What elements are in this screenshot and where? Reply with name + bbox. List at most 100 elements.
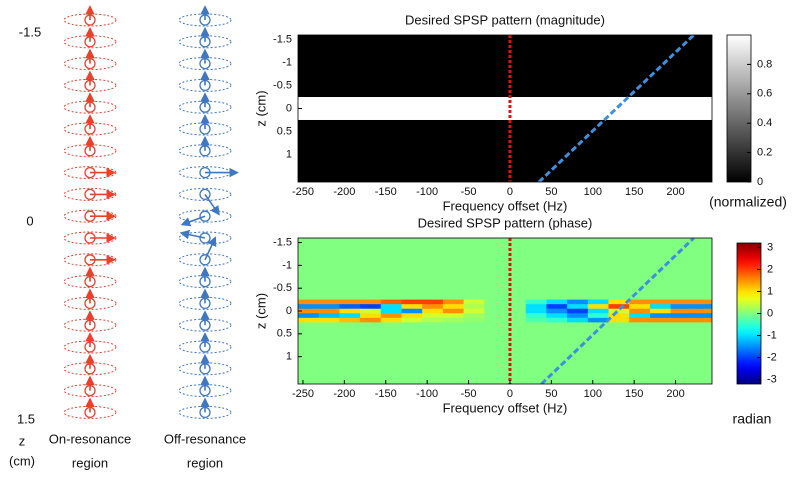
- y-tick-label: -1.5: [273, 34, 292, 46]
- heatmap-cell: [587, 313, 609, 319]
- magnetization: [180, 215, 206, 227]
- colorbar-tick-label: 1: [767, 285, 773, 297]
- heatmap-cell: [442, 238, 465, 300]
- heatmap-cell: [463, 322, 485, 384]
- heatmap-cell: [463, 299, 485, 305]
- heatmap-cell: [505, 238, 527, 300]
- x-tick-label: 200: [666, 388, 684, 400]
- overlay-line: [540, 238, 695, 384]
- heatmap-cell: [649, 299, 672, 305]
- colorbar-tick-label: 0.4: [757, 117, 772, 129]
- heatmap-cell: [442, 317, 465, 323]
- column-label: On-resonance: [49, 431, 131, 446]
- heatmap-cell: [484, 322, 506, 384]
- y-tick-label: -0.5: [273, 282, 292, 294]
- precession-path: [178, 209, 232, 223]
- heatmap-cell: [525, 304, 547, 310]
- colorbar-tick-label: 0: [767, 307, 773, 319]
- y-tick-label: 1: [286, 148, 292, 160]
- heatmap-cell: [608, 308, 630, 314]
- heatmap-cell: [629, 299, 651, 305]
- heatmap-cell: [546, 313, 568, 319]
- x-axis-label: Frequency offset (Hz): [443, 198, 568, 213]
- z-unit: (cm): [9, 453, 35, 468]
- heatmap-cell: [691, 317, 712, 323]
- heatmap-cell: [401, 322, 423, 384]
- heatmap-cell: [298, 317, 320, 323]
- heatmap-cell: [546, 308, 568, 314]
- precession-path: [178, 340, 232, 354]
- spin: [199, 254, 211, 266]
- y-tick-label: 0: [286, 305, 292, 317]
- precession-path: [63, 187, 117, 201]
- heatmap-cell: [629, 304, 651, 310]
- heatmap-cell: [442, 308, 465, 314]
- y-tick-label: 0: [286, 102, 292, 114]
- heatmap-cell: [546, 238, 568, 300]
- heatmap-cell: [422, 299, 444, 305]
- spin-diagram: -1.5 0 1.5 z (cm) On-resonance region Of…: [9, 5, 246, 470]
- heatmap-cell: [691, 304, 712, 310]
- y-axis-label: z (cm): [253, 293, 268, 329]
- z-mid: 0: [26, 213, 33, 228]
- y-axis-label: z (cm): [253, 90, 268, 126]
- magnetization: [204, 236, 217, 261]
- heatmap-cell: [525, 238, 547, 300]
- colorbar-tick-label: 2: [767, 263, 773, 275]
- heatmap-cell: [629, 313, 651, 319]
- heatmap-cell: [505, 308, 527, 314]
- x-axis-label: Frequency offset (Hz): [443, 400, 568, 415]
- precession-path: [178, 13, 232, 27]
- precession-path: [63, 231, 117, 245]
- x-tick-label: -150: [375, 186, 397, 198]
- precession-path: [63, 144, 117, 158]
- heatmap-cell: [298, 304, 320, 310]
- x-tick-label: -50: [461, 388, 477, 400]
- spin: [199, 210, 211, 222]
- heatmap: [298, 238, 712, 384]
- heatmap-cell: [422, 322, 444, 384]
- heatmap-cell: [567, 317, 589, 323]
- column-label: region: [187, 455, 223, 470]
- heatmap-cell: [360, 304, 382, 310]
- heatmap-cell: [298, 313, 320, 319]
- precession-path: [63, 57, 117, 71]
- y-tick-label: 0.5: [277, 125, 292, 137]
- heatmap-cell: [525, 308, 547, 314]
- heatmap-cell: [649, 322, 672, 384]
- heatmap-cell: [649, 313, 672, 319]
- heatmap-cell: [339, 313, 361, 319]
- heatmap-cell: [670, 317, 692, 323]
- heatmap-cell: [587, 308, 609, 314]
- heatmap-cell: [463, 317, 485, 323]
- heatmap-cell: [401, 313, 423, 319]
- heatmap-cell: [567, 238, 589, 300]
- heatmap-cell: [401, 304, 423, 310]
- heatmap-cell: [360, 317, 382, 323]
- heatmap-cell: [629, 238, 651, 300]
- colorbar-tick-label: 0: [757, 176, 763, 188]
- heatmap-cell: [484, 238, 506, 300]
- heatmap-cell: [339, 308, 361, 314]
- heatmap-cell: [670, 308, 692, 314]
- heatmap-cell: [339, 299, 361, 305]
- colorbar-tick-label: -2: [767, 351, 777, 363]
- y-tick-label: -1.5: [273, 236, 292, 248]
- y-tick-label: -1: [282, 56, 292, 68]
- heatmap-cell: [318, 322, 340, 384]
- x-tick-label: -50: [461, 186, 477, 198]
- x-tick-label: 100: [584, 186, 602, 198]
- x-tick-label: 200: [666, 186, 684, 198]
- precession-path: [63, 100, 117, 114]
- heatmap-cell: [649, 304, 672, 310]
- precession-path: [178, 122, 232, 136]
- precession-path: [178, 275, 232, 289]
- x-tick-label: -150: [375, 388, 397, 400]
- colorbar-label: radian: [733, 411, 772, 427]
- x-tick-label: 150: [625, 186, 643, 198]
- heatmap-cell: [318, 299, 340, 305]
- heatmap-cell: [629, 322, 651, 384]
- heatmap-cell: [318, 238, 340, 300]
- heatmap-cell: [360, 322, 382, 384]
